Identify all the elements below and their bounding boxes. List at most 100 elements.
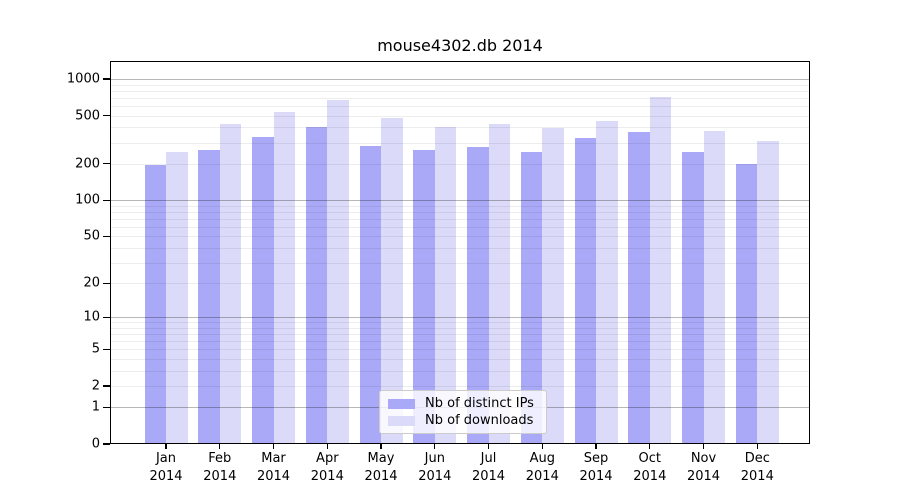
x-tick-label: Jun 2014 [418, 451, 452, 484]
y-tick-label: 5 [91, 341, 100, 357]
minor-gridline [111, 341, 809, 343]
minor-gridline [111, 205, 809, 207]
bar-dec-downloads [757, 140, 779, 444]
x-tick-label: Oct 2014 [633, 451, 667, 484]
bar-jun-distinct-ips [413, 150, 435, 444]
y-tick-label: 1 [91, 399, 100, 415]
bar-jan-distinct-ips [144, 165, 166, 444]
bar-nov-downloads [703, 130, 725, 444]
x-tick-label: Aug 2014 [525, 451, 559, 484]
chart-title: mouse4302.db 2014 [377, 36, 543, 55]
x-tick-label: Feb 2014 [203, 451, 237, 484]
bar-apr-downloads [327, 99, 349, 444]
bar-sep-distinct-ips [574, 137, 596, 444]
bar-aug-downloads [542, 128, 564, 444]
minor-gridline [111, 115, 809, 117]
minor-gridline [111, 322, 809, 324]
y-tick [103, 316, 110, 318]
x-tick-label: May 2014 [364, 451, 398, 484]
legend-label-downloads: Nb of downloads [425, 413, 534, 428]
x-tick [702, 444, 705, 449]
x-tick-label: Sep 2014 [579, 451, 613, 484]
x-tick [434, 444, 436, 449]
y-tick-label: 50 [83, 228, 100, 244]
y-tick [103, 443, 110, 445]
minor-gridline [111, 84, 809, 86]
legend-item-distinct-ips: Nb of distinct IPs [388, 396, 538, 411]
minor-gridline [111, 349, 809, 351]
minor-gridline [111, 163, 809, 165]
x-tick [541, 444, 543, 449]
bar-jan-downloads [166, 151, 188, 444]
x-tick [272, 444, 275, 449]
minor-gridline [111, 386, 809, 387]
minor-gridline [111, 97, 809, 99]
x-tick [380, 444, 382, 449]
minor-gridline [111, 327, 809, 329]
y-tick-label: 20 [83, 275, 100, 291]
minor-gridline [111, 262, 809, 264]
major-gridline [111, 317, 809, 319]
x-tick [326, 444, 328, 449]
x-tick-label: Apr 2014 [310, 451, 344, 484]
bar-jun-downloads [434, 127, 457, 444]
x-tick [487, 444, 490, 449]
x-tick [595, 444, 597, 449]
minor-gridline [111, 90, 809, 92]
bar-feb-downloads [219, 124, 242, 444]
bar-sep-downloads [596, 120, 618, 444]
x-tick [219, 444, 221, 449]
y-tick [103, 199, 110, 201]
bar-oct-downloads [649, 97, 672, 444]
y-tick-label: 100 [75, 192, 100, 208]
bar-jul-downloads [488, 124, 510, 444]
bar-nov-distinct-ips [682, 151, 704, 444]
x-tick [165, 444, 167, 449]
y-tick [103, 163, 110, 165]
minor-gridline [111, 236, 809, 238]
minor-gridline [111, 218, 809, 220]
x-tick-label: Nov 2014 [686, 451, 721, 484]
y-tick [103, 235, 110, 237]
major-gridline [111, 79, 809, 80]
legend-swatch-downloads-icon [388, 415, 415, 426]
minor-gridline [111, 334, 809, 336]
bar-feb-distinct-ips [198, 149, 220, 444]
legend-item-downloads: Nb of downloads [388, 413, 538, 428]
bar-mar-distinct-ips [252, 137, 274, 444]
y-tick [103, 385, 110, 387]
y-tick [103, 114, 110, 117]
bar-mar-downloads [273, 111, 295, 444]
minor-gridline [111, 370, 809, 372]
minor-gridline [111, 226, 809, 228]
x-tick [756, 444, 758, 449]
legend-label-distinct-ips: Nb of distinct IPs [425, 396, 534, 411]
bar-may-downloads [381, 118, 403, 444]
x-tick-label: Mar 2014 [256, 451, 291, 484]
x-tick-label: Jul 2014 [471, 451, 506, 484]
y-tick [103, 406, 110, 408]
y-tick-label: 500 [75, 108, 100, 124]
minor-gridline [111, 127, 809, 129]
y-tick-label: 2 [91, 378, 100, 394]
y-tick-label: 10 [83, 309, 100, 325]
legend-swatch-distinct-ips-icon [388, 398, 415, 409]
legend: Nb of distinct IPs Nb of downloads [379, 390, 547, 434]
bar-jul-distinct-ips [467, 146, 489, 444]
y-tick-label: 0 [91, 436, 100, 452]
y-tick [103, 348, 110, 350]
y-tick [103, 78, 110, 80]
bar-oct-distinct-ips [628, 132, 650, 444]
minor-gridline [111, 106, 809, 107]
x-tick-label: Jan 2014 [149, 451, 183, 484]
bar-apr-distinct-ips [305, 127, 328, 444]
y-tick-label: 1000 [66, 71, 100, 87]
minor-gridline [111, 359, 809, 360]
y-tick-label: 200 [75, 156, 100, 172]
bar-aug-distinct-ips [520, 151, 543, 444]
x-tick [649, 444, 651, 449]
minor-gridline [111, 211, 809, 213]
x-tick-label: Dec 2014 [740, 451, 774, 484]
bar-dec-distinct-ips [735, 163, 758, 444]
